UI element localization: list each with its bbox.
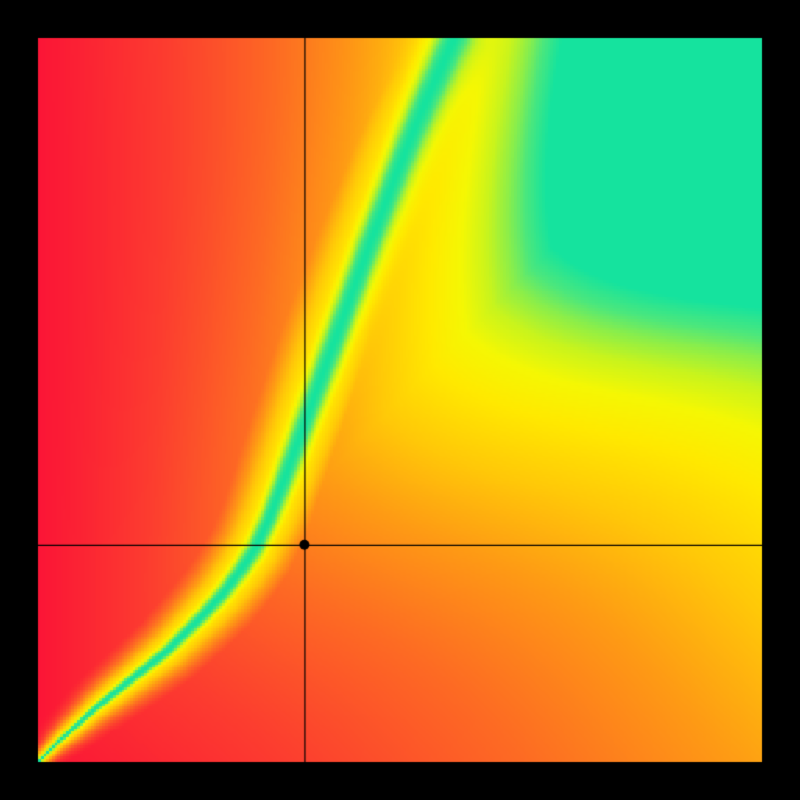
heatmap-canvas — [0, 0, 800, 800]
chart-container: TheBottleneck.com — [0, 0, 800, 800]
